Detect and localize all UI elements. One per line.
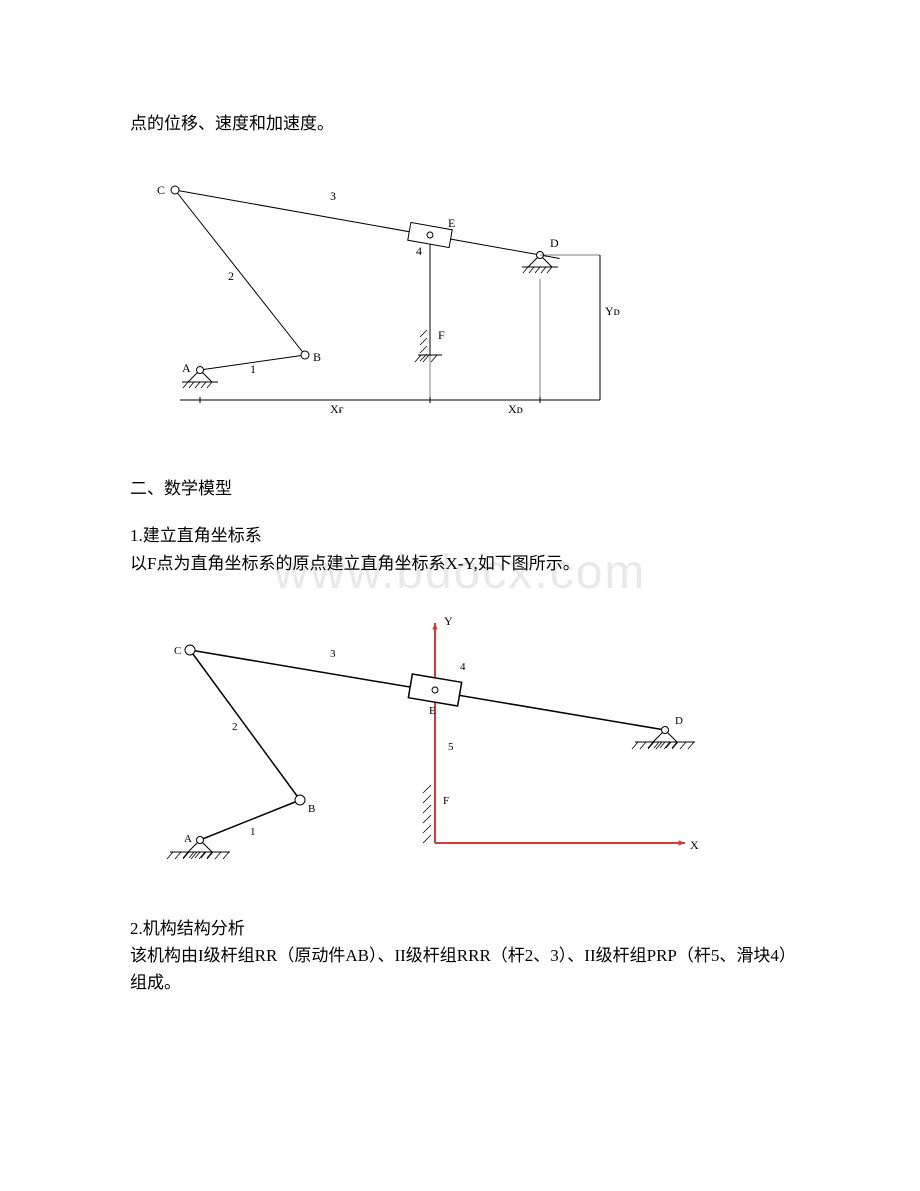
- section-2-2-title: 2.机构结构分析: [130, 915, 800, 942]
- svg-text:C: C: [157, 183, 165, 197]
- svg-text:E: E: [448, 216, 455, 230]
- svg-text:D: D: [550, 236, 559, 250]
- svg-text:A: A: [184, 833, 192, 845]
- svg-text:F: F: [438, 328, 445, 342]
- figure-1: A B C E D F 1 2 3 4 Yᴅ Xᴅ Xғ: [130, 155, 800, 435]
- section-2-1-title: 1.建立直角坐标系: [130, 522, 800, 549]
- svg-text:B: B: [308, 803, 315, 815]
- svg-text:4: 4: [460, 661, 466, 673]
- svg-text:F: F: [443, 795, 449, 807]
- svg-text:1: 1: [250, 362, 256, 376]
- svg-text:4: 4: [416, 244, 422, 258]
- svg-text:1: 1: [250, 826, 256, 838]
- section-2-title: 二、数学模型: [130, 475, 800, 502]
- svg-text:B: B: [313, 350, 321, 364]
- svg-text:A: A: [182, 361, 191, 375]
- svg-text:Y: Y: [444, 614, 453, 628]
- svg-text:X: X: [690, 838, 699, 852]
- section-2-2-body: 该机构由I级杆组RR（原动件AB）、II级杆组RRR（杆2、3）、II级杆组PR…: [130, 942, 800, 996]
- svg-text:D: D: [675, 715, 683, 727]
- svg-text:Yᴅ: Yᴅ: [605, 304, 620, 318]
- svg-text:2: 2: [228, 269, 234, 283]
- intro-paragraph: 点的位移、速度和加速度。: [130, 110, 800, 137]
- svg-text:3: 3: [330, 648, 336, 660]
- svg-text:C: C: [174, 645, 181, 657]
- figure-2: A B C E D F 1 2 3 4 5 X Y: [130, 595, 800, 875]
- svg-text:E: E: [429, 705, 436, 717]
- svg-text:Xᴅ: Xᴅ: [508, 402, 523, 416]
- svg-text:2: 2: [232, 721, 238, 733]
- svg-text:5: 5: [448, 741, 454, 753]
- svg-text:Xғ: Xғ: [330, 402, 344, 416]
- section-2-1-body: 以F点为直角坐标系的原点建立直角坐标系X-Y,如下图所示。: [130, 550, 800, 577]
- svg-text:3: 3: [330, 189, 336, 203]
